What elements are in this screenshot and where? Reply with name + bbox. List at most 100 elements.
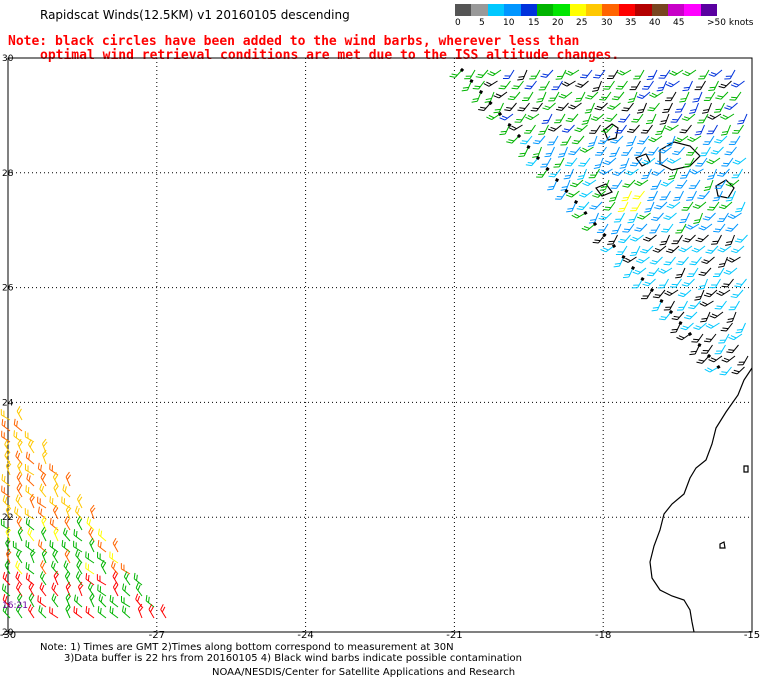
wind-barb <box>75 505 83 520</box>
wind-barb <box>564 157 578 167</box>
color-swatch-0 <box>455 4 472 16</box>
wind-barb <box>669 278 682 288</box>
wind-barb <box>17 526 24 542</box>
wind-barb <box>708 355 723 363</box>
wind-barb <box>560 135 572 146</box>
wind-barb <box>658 309 674 321</box>
wind-barb <box>85 573 95 586</box>
wind-barb <box>687 135 702 142</box>
wind-barb <box>655 124 666 136</box>
wind-barb <box>697 113 709 124</box>
wind-barb <box>679 124 692 134</box>
color-scale-label: 30 <box>601 18 613 28</box>
wind-barb <box>15 560 23 575</box>
wind-barb <box>15 494 23 509</box>
wind-barb <box>641 168 652 180</box>
wind-barb <box>637 135 650 145</box>
wind-barb <box>135 582 143 597</box>
wind-barb <box>610 223 622 235</box>
wind-barb <box>731 168 743 179</box>
wind-barb <box>724 146 737 156</box>
wind-barb <box>26 473 35 487</box>
wind-barb <box>683 157 695 168</box>
wind-barb <box>617 69 632 76</box>
wind-barb <box>621 146 633 156</box>
wind-barb <box>566 200 578 213</box>
wind-barb <box>682 234 696 243</box>
longitude-label: -15 <box>744 630 760 641</box>
wind-barb <box>73 594 83 608</box>
wind-barb <box>538 124 549 135</box>
wind-barb <box>85 606 95 619</box>
wind-barb <box>524 124 536 134</box>
wind-barb <box>25 562 35 575</box>
wind-barb <box>699 146 711 157</box>
wind-barb <box>148 604 155 619</box>
wind-barb <box>576 201 590 211</box>
wind-barb <box>12 541 23 553</box>
wind-barb <box>643 234 657 242</box>
wind-barb <box>708 80 719 91</box>
wind-barb <box>478 100 493 112</box>
wind-barb <box>578 190 593 198</box>
wind-barb <box>626 135 637 147</box>
wind-barb <box>538 80 550 91</box>
wind-barb <box>719 366 732 376</box>
wind-barb <box>679 212 690 224</box>
wind-barb <box>694 124 705 136</box>
color-swatch-3 <box>504 4 521 16</box>
wind-barb <box>37 506 47 520</box>
wind-barb <box>89 504 96 520</box>
wind-barb <box>587 135 598 147</box>
wind-barb <box>720 124 731 136</box>
wind-barb <box>135 593 143 608</box>
wind-barb <box>714 135 728 144</box>
wind-barb <box>579 146 594 153</box>
wind-barb <box>726 311 737 323</box>
wind-barb <box>53 570 60 586</box>
wind-barb <box>112 571 119 586</box>
wind-barb <box>517 69 528 81</box>
wind-barb <box>726 344 739 354</box>
wind-barb <box>636 212 651 220</box>
wind-barb <box>14 506 23 520</box>
wind-barb <box>568 146 581 156</box>
wind-barb <box>548 91 560 102</box>
wind-barb <box>621 190 632 202</box>
wind-barb <box>693 212 703 224</box>
wind-barb <box>536 91 547 103</box>
wind-barb <box>37 462 47 476</box>
wind-barb <box>556 102 569 111</box>
wind-barb <box>51 593 59 608</box>
wind-barb <box>13 418 23 432</box>
wind-barb <box>651 168 665 176</box>
wind-barb <box>698 267 712 276</box>
island-el-hierro <box>595 183 613 197</box>
wind-barb <box>96 574 107 586</box>
wind-barb <box>25 485 35 498</box>
wind-barb <box>648 135 663 143</box>
wind-barb <box>721 157 734 167</box>
wind-barb <box>97 528 107 542</box>
color-scale-label: 45 <box>673 18 685 28</box>
wind-barb <box>718 256 728 268</box>
wind-barb <box>692 91 703 103</box>
wind-barb <box>707 168 717 180</box>
wind-barb <box>703 179 714 191</box>
wind-barb <box>711 234 722 245</box>
wind-barb <box>518 144 531 158</box>
wind-barb <box>737 355 749 366</box>
wind-barb <box>38 605 47 619</box>
wind-barb <box>698 223 713 231</box>
wind-barb <box>732 157 747 165</box>
wind-barb <box>112 537 119 553</box>
wind-barb <box>498 80 511 90</box>
wind-barb <box>615 245 628 256</box>
wind-barb <box>609 146 620 158</box>
wind-barb <box>600 124 614 133</box>
wind-barb <box>737 113 748 125</box>
wind-barb <box>486 111 503 120</box>
wind-barb <box>4 439 11 454</box>
wind-barb <box>565 190 580 198</box>
wind-barb <box>493 91 508 99</box>
